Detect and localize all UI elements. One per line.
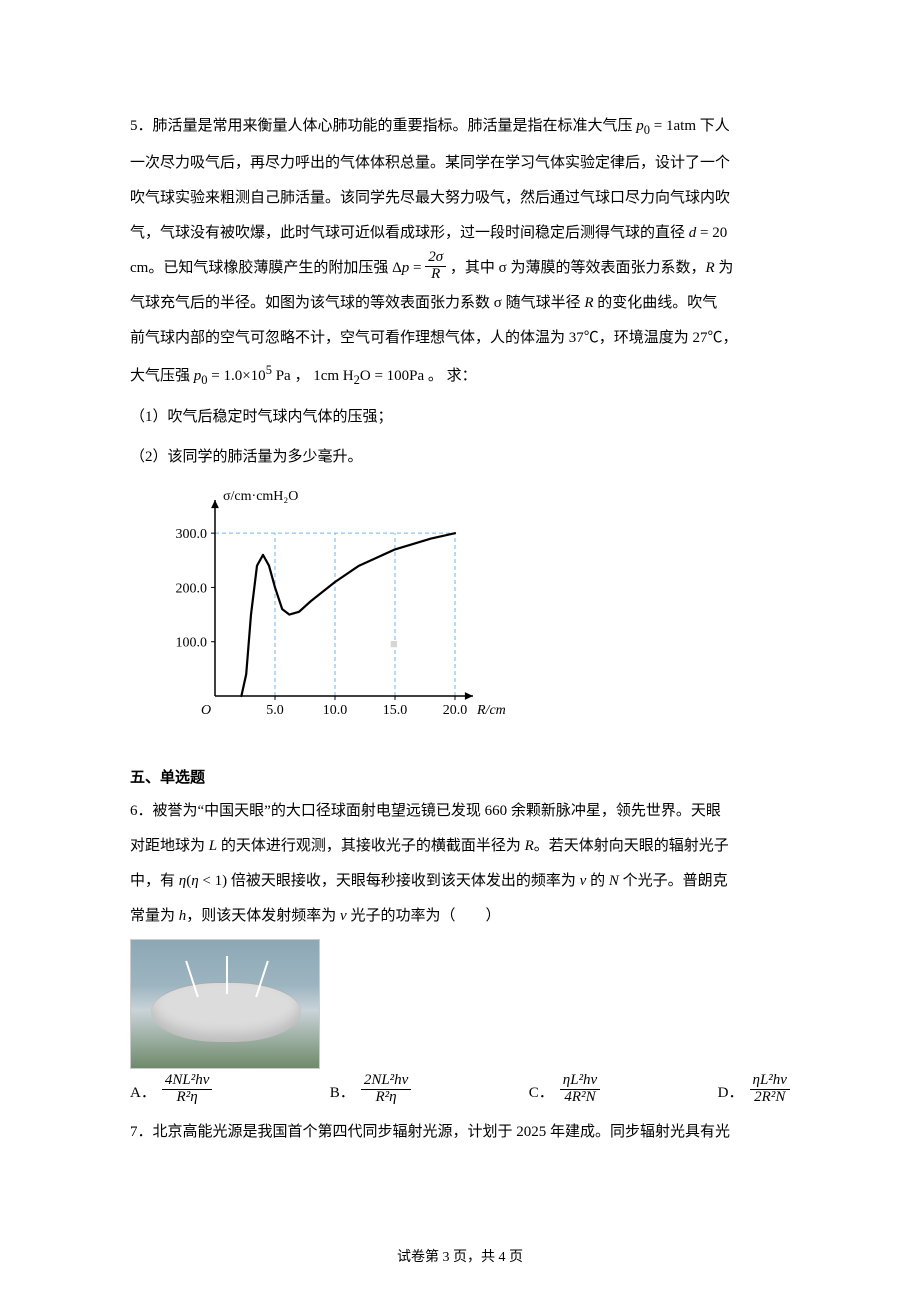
q5-cm-tail: ，其中 σ 为薄膜的等效表面张力系数，R 为 (450, 260, 734, 276)
svg-text:200.0: 200.0 (176, 581, 208, 596)
q5-line-press: 大气压强 p0 = 1.0×105 Pa ， 1cm H2O = 100Pa 。… (130, 357, 790, 395)
q5-press: 大气压强 p0 = 1.0×105 Pa ， 1cm H2O = 100Pa 。… (130, 368, 477, 384)
option-a-frac: 4NL²hν R²η (162, 1073, 213, 1106)
option-b-label: B． (330, 1081, 355, 1102)
opt-d-num: ηL²hν (750, 1073, 790, 1090)
q5-temp: 前气球内部的空气可忽略不计，空气可看作理想气体，人的体温为 37℃，环境温度为 … (130, 330, 738, 346)
svg-text:300.0: 300.0 (176, 527, 208, 542)
page-footer: 试卷第 3 页，共 4 页 (0, 1246, 920, 1266)
q6-option-c: C． ηL²hν 4R²N (529, 1075, 600, 1108)
q5-cm-pre: cm。已知气球橡胶薄膜产生的附加压强 Δp = (130, 260, 425, 276)
q6-line-4: 常量为 h，则该天体发射频率为 ν 光子的功率为（ ） (130, 900, 790, 933)
page: ■ 5．肺活量是常用来衡量人体心肺功能的重要指标。肺活量是指在标准大气压 p0 … (0, 0, 920, 1302)
q6-body-1: 对距地球为 L 的天体进行观测，其接收光子的横截面半径为 R。若天体射向天眼的辐… (130, 838, 729, 854)
svg-text:100.0: 100.0 (176, 636, 208, 651)
q5-line-2: 一次尽力吸气后，再尽力呼出的气体体积总量。某同学在学习气体实验定律后，设计了一个 (130, 147, 790, 180)
fast-telescope-photo (130, 939, 320, 1069)
q5-subpart-1: （1）吹气后稳定时气球内气体的压强； (130, 402, 790, 434)
q5-after: 气球充气后的半径。如图为该气球的等效表面张力系数 σ 随气球半径 R 的变化曲线… (130, 295, 717, 311)
q7-line-1: 7．北京高能光源是我国首个第四代同步辐射光源，计划于 2025 年建成。同步辐射… (130, 1116, 790, 1149)
option-c-label: C． (529, 1081, 554, 1102)
strut-2 (226, 956, 228, 994)
svg-text:15.0: 15.0 (383, 703, 408, 718)
q6-line-2: 对距地球为 L 的天体进行观测，其接收光子的横截面半径为 R。若天体射向天眼的辐… (130, 830, 790, 863)
q6-body-0: 被誉为“中国天眼”的大口径球面射电望远镜已发现 660 余颗新脉冲星，领先世界。… (153, 803, 721, 819)
q5-body-1: 一次尽力吸气后，再尽力呼出的气体体积总量。某同学在学习气体实验定律后，设计了一个 (130, 155, 730, 171)
q5-line-temp: 前气球内部的空气可忽略不计，空气可看作理想气体，人的体温为 37℃，环境温度为 … (130, 322, 790, 355)
q5-line-cm: cm。已知气球橡胶薄膜产生的附加压强 Δp = 2σ R ，其中 σ 为薄膜的等… (130, 252, 790, 285)
q5-line-4: 气，气球没有被吹爆，此时气球可近似看成球形，过一段时间稳定后测得气球的直径 d … (130, 217, 790, 250)
svg-text:R/cm: R/cm (476, 703, 506, 718)
q5-line-3: 吹气球实验来粗测自己肺活量。该同学先尽最大努力吸气，然后通过气球口尽力向气球内吹 (130, 182, 790, 215)
q6-body-3: 常量为 h，则该天体发射频率为 ν 光子的功率为（ ） (130, 908, 500, 924)
svg-text:20.0: 20.0 (443, 703, 468, 718)
q5-frac-num: 2σ (425, 250, 446, 267)
q6-line-1: 6．被誉为“中国天眼”的大口径球面射电望远镜已发现 660 余颗新脉冲星，领先世… (130, 795, 790, 828)
q6-body-2: 中，有 η(η < 1) 倍被天眼接收，天眼每秒接收到该天体发出的频率为 ν 的… (130, 873, 728, 889)
q5-subpart-2: （2）该同学的肺活量为多少毫升。 (130, 442, 790, 474)
opt-c-den: 4R²N (560, 1090, 600, 1106)
opt-a-den: R²η (162, 1090, 213, 1106)
option-c-frac: ηL²hν 4R²N (560, 1073, 600, 1106)
q5-body-3: 气，气球没有被吹爆，此时气球可近似看成球形，过一段时间稳定后测得气球的直径 d … (130, 225, 727, 241)
q6-option-b: B． 2NL²hν R²η (330, 1075, 412, 1108)
opt-a-num: 4NL²hν (162, 1073, 213, 1090)
q5-body-0: 肺活量是常用来衡量人体心肺功能的重要指标。肺活量是指在标准大气压 p0 = 1a… (153, 118, 730, 134)
svg-text:O: O (201, 703, 211, 718)
option-d-frac: ηL²hν 2R²N (750, 1073, 790, 1106)
q6-option-a: A． 4NL²hν R²η (130, 1075, 212, 1108)
q6-number: 6． (130, 803, 153, 819)
q5-fraction: 2σ R (425, 250, 446, 283)
q5-body-2: 吹气球实验来粗测自己肺活量。该同学先尽最大努力吸气，然后通过气球口尽力向气球内吹 (130, 190, 730, 206)
sigma-r-chart: 100.0 200.0 300.0 5.0 10.0 15.0 20.0 Oσ/cm·cmH₂… (160, 481, 790, 736)
svg-text:10.0: 10.0 (323, 703, 348, 718)
q6-line-3: 中，有 η(η < 1) 倍被天眼接收，天眼每秒接收到该天体发出的频率为 ν 的… (130, 865, 790, 898)
opt-c-num: ηL²hν (560, 1073, 600, 1090)
opt-d-den: 2R²N (750, 1090, 790, 1106)
q5-line-after: 气球充气后的半径。如图为该气球的等效表面张力系数 σ 随气球半径 R 的变化曲线… (130, 287, 790, 320)
svg-text:σ/cm·cmH₂O: σ/cm·cmH₂O (223, 489, 298, 504)
svg-text:5.0: 5.0 (266, 703, 284, 718)
q5-line-1: 5．肺活量是常用来衡量人体心肺功能的重要指标。肺活量是指在标准大气压 p0 = … (130, 110, 790, 145)
q5-number: 5． (130, 118, 153, 134)
q6-options: A． 4NL²hν R²η B． 2NL²hν R²η C． ηL²hν 4R²… (130, 1075, 790, 1108)
option-b-frac: 2NL²hν R²η (361, 1073, 412, 1106)
sigma-r-chart-svg: 100.0 200.0 300.0 5.0 10.0 15.0 20.0 Oσ/cm·cmH₂… (160, 481, 510, 731)
q5-frac-den: R (425, 267, 446, 283)
option-a-label: A． (130, 1081, 156, 1102)
opt-b-den: R²η (361, 1090, 412, 1106)
q6-option-d: D． ηL²hν 2R²N (718, 1075, 790, 1108)
opt-b-num: 2NL²hν (361, 1073, 412, 1090)
section-5-title: 五、单选题 (130, 766, 790, 787)
option-d-label: D． (718, 1081, 744, 1102)
